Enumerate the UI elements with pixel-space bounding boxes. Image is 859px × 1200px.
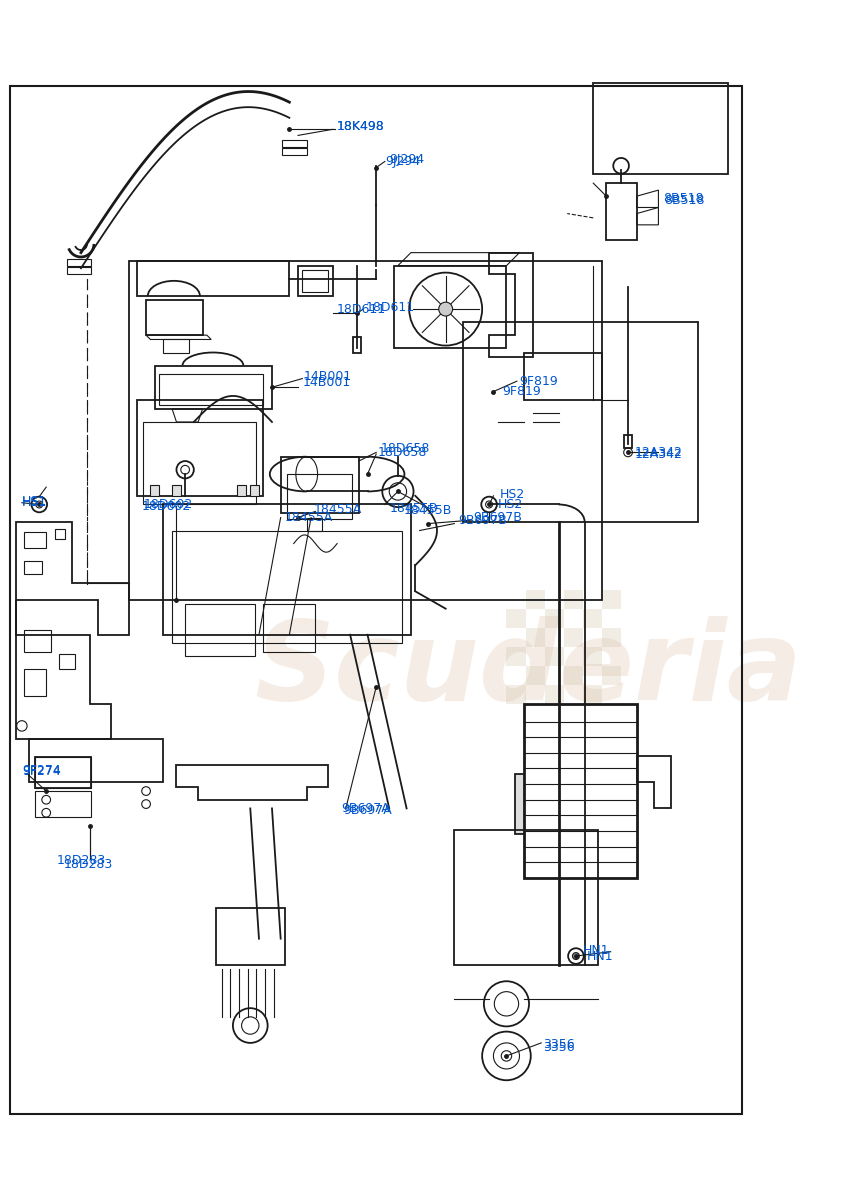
Bar [545,685,564,704]
Bar [283,149,307,155]
Bar [186,605,254,656]
Bar [507,685,526,704]
Bar [526,589,545,608]
Bar [25,533,46,548]
Bar [463,322,698,522]
Text: 18455B: 18455B [389,503,437,515]
Text: HN1: HN1 [587,949,613,962]
Text: 18D602: 18D602 [143,498,192,511]
Text: HS2: HS2 [497,498,523,511]
Text: 3356: 3356 [543,1038,575,1051]
Bar [137,401,264,496]
Bar [583,647,602,666]
Bar [353,337,362,353]
Text: 18D658: 18D658 [381,442,430,455]
Bar [172,530,402,643]
Text: 18455B: 18455B [404,504,453,517]
Bar [287,474,352,520]
Text: HS2: HS2 [500,487,525,500]
Text: 9F819: 9F819 [520,374,558,388]
Bar [150,485,159,496]
Bar [583,608,602,628]
Bar [524,353,602,401]
Bar [602,589,621,608]
Bar [564,666,583,685]
Bar [526,628,545,647]
Bar [545,647,564,666]
Bar [545,608,564,628]
Text: 9B697B: 9B697B [459,514,508,527]
Bar [281,457,359,514]
Text: 18D602: 18D602 [142,499,191,512]
Bar [67,268,91,275]
Bar [583,685,602,704]
Bar [283,139,307,146]
Text: 12A342: 12A342 [635,446,683,458]
Bar [172,485,180,496]
Bar [624,436,632,448]
Bar [216,908,285,965]
Bar [564,628,583,647]
Bar [35,757,91,788]
Text: 14B001: 14B001 [302,377,350,389]
Text: 9F819: 9F819 [503,385,541,398]
Circle shape [572,953,580,960]
Text: 9B697A: 9B697A [344,804,392,817]
Bar [237,485,246,496]
Text: HS1: HS1 [21,494,47,508]
Text: 18455A: 18455A [285,511,333,524]
Bar [307,518,322,530]
Polygon shape [515,774,524,834]
Bar [454,830,598,965]
Text: 9B697A: 9B697A [342,802,390,815]
Bar [250,485,259,496]
Bar [526,666,545,685]
Text: 9B697B: 9B697B [473,511,522,524]
Bar [59,654,75,670]
Text: 9F274: 9F274 [21,766,61,779]
Bar [67,259,91,265]
Text: 9F274: 9F274 [21,763,61,776]
Bar [163,504,411,635]
Bar [55,529,65,539]
Text: 18K498: 18K498 [337,120,385,133]
Text: 8B518: 8B518 [665,194,705,208]
Circle shape [439,302,453,316]
Bar [143,422,256,504]
Text: HN1: HN1 [583,944,610,958]
Text: 9J294: 9J294 [389,154,424,167]
Bar [264,605,315,652]
Text: 9J294: 9J294 [385,155,420,168]
Bar [594,83,728,174]
Bar [35,757,91,788]
Bar [129,262,602,600]
Bar [29,739,163,782]
Bar [602,628,621,647]
Bar [25,630,51,652]
Bar [564,589,583,608]
Text: 18455A: 18455A [314,503,362,516]
Text: 14B001: 14B001 [304,371,352,383]
Text: HS1: HS1 [21,497,47,509]
Bar [524,704,637,878]
Text: 3356: 3356 [543,1040,575,1054]
Text: Scuderia: Scuderia [254,616,802,722]
Text: 18D283: 18D283 [57,854,106,868]
Bar [25,560,42,574]
Text: 12A342: 12A342 [635,448,683,461]
Bar [507,608,526,628]
Text: 18D283: 18D283 [64,858,113,871]
Text: 18K498: 18K498 [337,120,385,133]
Bar [507,647,526,666]
Text: 8B518: 8B518 [663,192,704,205]
Text: 18D611: 18D611 [366,301,415,314]
Text: 18D611: 18D611 [337,302,387,316]
Text: 18D658: 18D658 [378,446,427,458]
Bar [602,666,621,685]
Bar [25,670,46,696]
